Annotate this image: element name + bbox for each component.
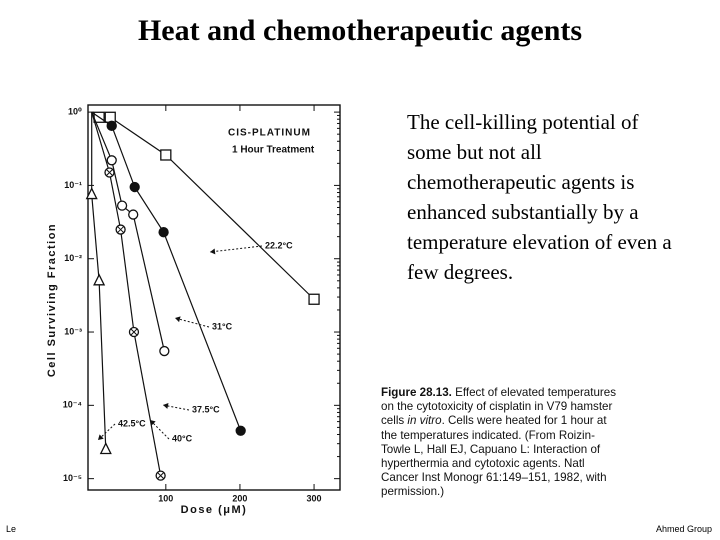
label-arrowhead [210, 248, 216, 255]
marker [106, 155, 117, 166]
y-tick-label: 10⁻³ [64, 326, 82, 336]
figure-caption: Figure 28.13. Effect of elevated tempera… [381, 386, 621, 500]
series-label: 40°C [172, 433, 193, 443]
series-label: 22.2°C [265, 240, 293, 250]
series-label: 31°C [212, 321, 233, 331]
y-tick-label: 10⁻⁵ [63, 473, 82, 483]
marker [160, 149, 172, 161]
y-axis-label: Cell Surviving Fraction [46, 223, 58, 377]
marker [308, 293, 320, 305]
marker-cross [157, 472, 164, 479]
marker-cross [106, 169, 113, 176]
marker-cross [130, 328, 138, 336]
y-tick-label: 10⁻² [64, 253, 82, 263]
marker [85, 187, 98, 200]
marker [129, 181, 140, 193]
series-label: 42.5°C [118, 418, 146, 428]
marker [116, 200, 128, 211]
x-tick-label: 200 [232, 493, 247, 503]
slide-title: Heat and chemotherapeutic agents [137, 14, 583, 47]
marker [158, 227, 169, 238]
label-leader [174, 317, 210, 328]
chart-title: CIS-PLATINUM [228, 128, 311, 139]
label-arrowhead [150, 420, 156, 426]
x-tick-label: 100 [158, 493, 173, 503]
y-tick-label: 10⁰ [68, 106, 82, 116]
marker [159, 345, 170, 357]
marker [104, 111, 116, 123]
y-tick-label: 10⁻⁴ [63, 400, 82, 410]
caption-text: . Cells were heated for 1 hour at the te… [381, 414, 607, 499]
label-arrowhead [175, 316, 181, 323]
marker-cross [117, 226, 124, 233]
marker [93, 273, 106, 286]
caption-label: Figure 28.13. [381, 386, 452, 399]
marker [235, 425, 246, 436]
label-arrowhead [163, 402, 169, 409]
footer-right: Ahmed Group [655, 524, 712, 534]
series-line [91, 112, 107, 450]
marker [99, 442, 112, 455]
x-tick-label: 300 [307, 493, 322, 503]
marker [106, 120, 117, 131]
body-text: The cell-killing potential of some but n… [407, 110, 672, 284]
series-label: 37.5°C [192, 404, 220, 414]
x-axis-label: Dose (μM) [181, 504, 248, 516]
label-leader [162, 404, 190, 411]
label-arrowhead [98, 434, 104, 440]
label-leader [209, 245, 263, 253]
footer-left: Le [6, 524, 17, 534]
marker [128, 209, 139, 220]
caption-text: Effect of elevated temperatures on the c… [381, 386, 617, 428]
caption-text: in vitro [407, 414, 442, 428]
y-tick-label: 10⁻¹ [64, 180, 82, 190]
chart-subtitle: 1 Hour Treatment [232, 145, 315, 156]
label-leader [149, 419, 170, 440]
